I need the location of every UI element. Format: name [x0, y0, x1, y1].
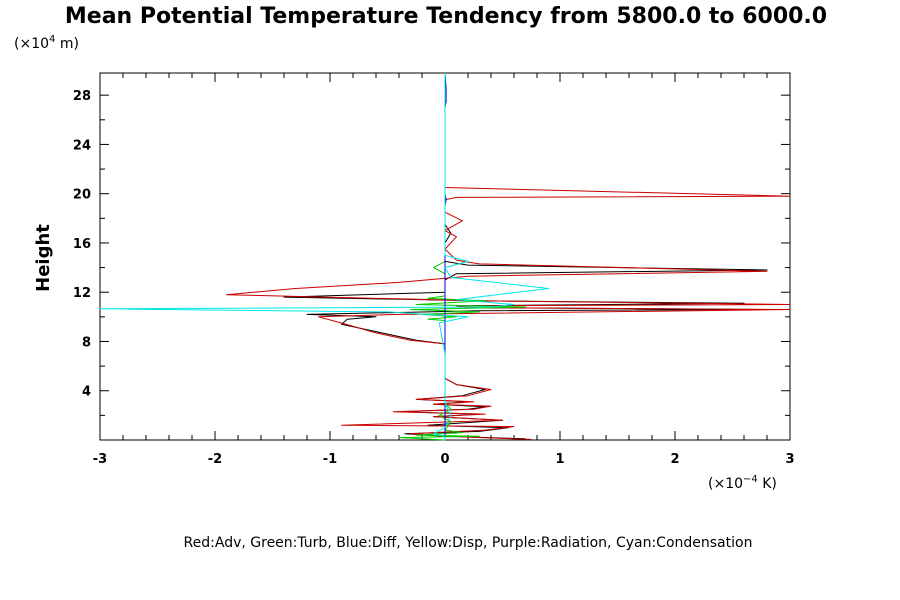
y-tick-labels: 4 8 12 16 20 24 28 — [73, 89, 91, 400]
y-tick-label: 16 — [73, 237, 91, 252]
axis-ticks — [99, 73, 791, 440]
y-tick-label: 12 — [73, 286, 91, 301]
y-tick-label: 8 — [82, 335, 91, 350]
x-tick-label: -3 — [93, 452, 107, 467]
x-tick-label: 2 — [670, 452, 679, 467]
x-tick-label: -2 — [208, 452, 222, 467]
x-unit-label: (×10−4 K) — [708, 474, 777, 492]
series-line-total — [283, 73, 768, 440]
series-line-adv — [226, 73, 791, 440]
y-axis-label: Height — [33, 224, 54, 292]
x-unit-suffix: K) — [758, 476, 777, 492]
y-tick-label: 24 — [73, 138, 91, 153]
y-tick-label: 28 — [73, 89, 91, 104]
chart-title: Mean Potential Temperature Tendency from… — [65, 4, 827, 29]
series-line-condensation — [99, 73, 549, 440]
y-unit-label: (×104 m) — [14, 34, 79, 52]
x-unit-prefix: (×10 — [708, 476, 743, 492]
y-tick-label: 20 — [73, 188, 91, 203]
legend-text: Red:Adv, Green:Turb, Blue:Diff, Yellow:D… — [184, 535, 753, 551]
x-tick-labels: -3 -2 -1 0 1 2 3 — [93, 452, 795, 467]
x-tick-label: 1 — [555, 452, 564, 467]
y-unit-exponent: 4 — [49, 34, 55, 45]
y-unit-suffix: m) — [55, 36, 79, 52]
y-unit-prefix: (×10 — [14, 36, 49, 52]
y-tick-label: 4 — [82, 385, 91, 400]
x-tick-label: -1 — [323, 452, 337, 467]
x-tick-label: 3 — [785, 452, 794, 467]
x-unit-exponent: −4 — [743, 474, 758, 485]
x-tick-label: 0 — [440, 452, 449, 467]
data-series — [99, 72, 791, 441]
